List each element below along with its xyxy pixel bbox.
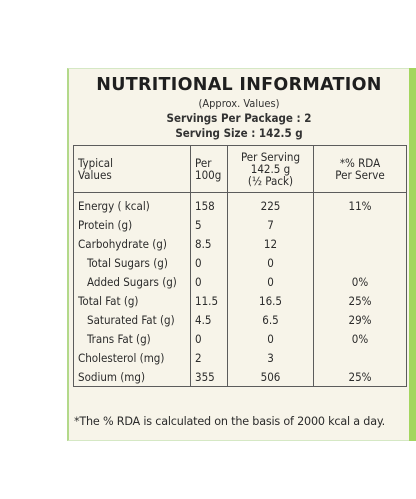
- rda-value: [313, 348, 407, 367]
- table-row: Cholesterol (mg) 2 3: [73, 348, 407, 367]
- nutrient-name: Carbohydrate (g): [73, 234, 191, 253]
- per-100g-value: 4.5: [190, 310, 228, 329]
- serving-size: Serving Size : 142.5 g: [175, 126, 303, 140]
- per-serving-value: 506: [227, 367, 314, 387]
- per-serving-value: 0: [227, 253, 314, 272]
- rda-value: 25%: [313, 291, 407, 310]
- rda-value: [313, 234, 407, 253]
- per-100g-value: 158: [190, 192, 228, 215]
- per-serving-value: 0: [227, 329, 314, 348]
- table-row: Protein (g) 5 7: [73, 215, 407, 234]
- per-100g-value: 355: [190, 367, 228, 387]
- table-row: Trans Fat (g) 0 0 0%: [73, 329, 407, 348]
- nutrient-name: Trans Fat (g): [73, 329, 191, 348]
- header-per-100g: Per 100g: [190, 145, 228, 193]
- nutrient-name: Saturated Fat (g): [73, 310, 191, 329]
- table-header-row: Typical Values Per 100g Per Serving 142.…: [73, 145, 407, 193]
- nutrient-name: Protein (g): [73, 215, 191, 234]
- rda-value: 0%: [313, 329, 407, 348]
- per-serving-value: 0: [227, 272, 314, 291]
- header-rda: *% RDA Per Serve: [313, 145, 407, 193]
- rda-value: 29%: [313, 310, 407, 329]
- rda-value: 25%: [313, 367, 407, 387]
- table-row: Added Sugars (g) 0 0 0%: [73, 272, 407, 291]
- nutrition-table: Typical Values Per 100g Per Serving 142.…: [73, 145, 407, 387]
- nutrient-name: Cholesterol (mg): [73, 348, 191, 367]
- rda-value: [313, 215, 407, 234]
- header-typical-values: Typical Values: [73, 145, 191, 193]
- per-serving-value: 7: [227, 215, 314, 234]
- per-100g-value: 0: [190, 272, 228, 291]
- per-100g-value: 0: [190, 329, 228, 348]
- nutrient-name: Total Fat (g): [73, 291, 191, 310]
- per-100g-value: 0: [190, 253, 228, 272]
- header-rda-text: *% RDA Per Serve: [335, 156, 385, 182]
- rda-value: 0%: [313, 272, 407, 291]
- nutrient-name: Energy ( kcal): [73, 192, 191, 215]
- table-row: Saturated Fat (g) 4.5 6.5 29%: [73, 310, 407, 329]
- approx-values-note: (Approx. Values): [198, 97, 280, 110]
- nutrient-name: Added Sugars (g): [73, 272, 191, 291]
- per-100g-value: 8.5: [190, 234, 228, 253]
- nutrition-label: NUTRITIONAL INFORMATION (Approx. Values)…: [67, 68, 409, 441]
- rda-footnote: *The % RDA is calculated on the basis of…: [74, 415, 386, 428]
- package-green-edge: [406, 68, 416, 441]
- table-row: Total Fat (g) 11.5 16.5 25%: [73, 291, 407, 310]
- rda-value: 11%: [313, 192, 407, 215]
- per-100g-value: 11.5: [190, 291, 228, 310]
- per-serving-value: 225: [227, 192, 314, 215]
- per-serving-value: 3: [227, 348, 314, 367]
- header-typical-values-text: Typical Values: [78, 156, 113, 182]
- header-per-serving: Per Serving 142.5 g (½ Pack): [227, 145, 314, 193]
- nutrient-name: Sodium (mg): [73, 367, 191, 387]
- nutrient-name: Total Sugars (g): [73, 253, 191, 272]
- header-per-serving-text: Per Serving 142.5 g (½ Pack): [240, 150, 301, 188]
- rda-value: [313, 253, 407, 272]
- table-row: Energy ( kcal) 158 225 11%: [73, 192, 407, 215]
- table-row: Carbohydrate (g) 8.5 12: [73, 234, 407, 253]
- per-serving-value: 12: [227, 234, 314, 253]
- table-row: Sodium (mg) 355 506 25%: [73, 367, 407, 387]
- header-per-100g-text: Per 100g: [195, 156, 222, 182]
- per-serving-value: 16.5: [227, 291, 314, 310]
- label-title: NUTRITIONAL INFORMATION: [96, 75, 382, 95]
- servings-per-package: Servings Per Package : 2: [166, 111, 312, 125]
- per-100g-value: 5: [190, 215, 228, 234]
- per-serving-value: 6.5: [227, 310, 314, 329]
- per-100g-value: 2: [190, 348, 228, 367]
- table-row: Total Sugars (g) 0 0: [73, 253, 407, 272]
